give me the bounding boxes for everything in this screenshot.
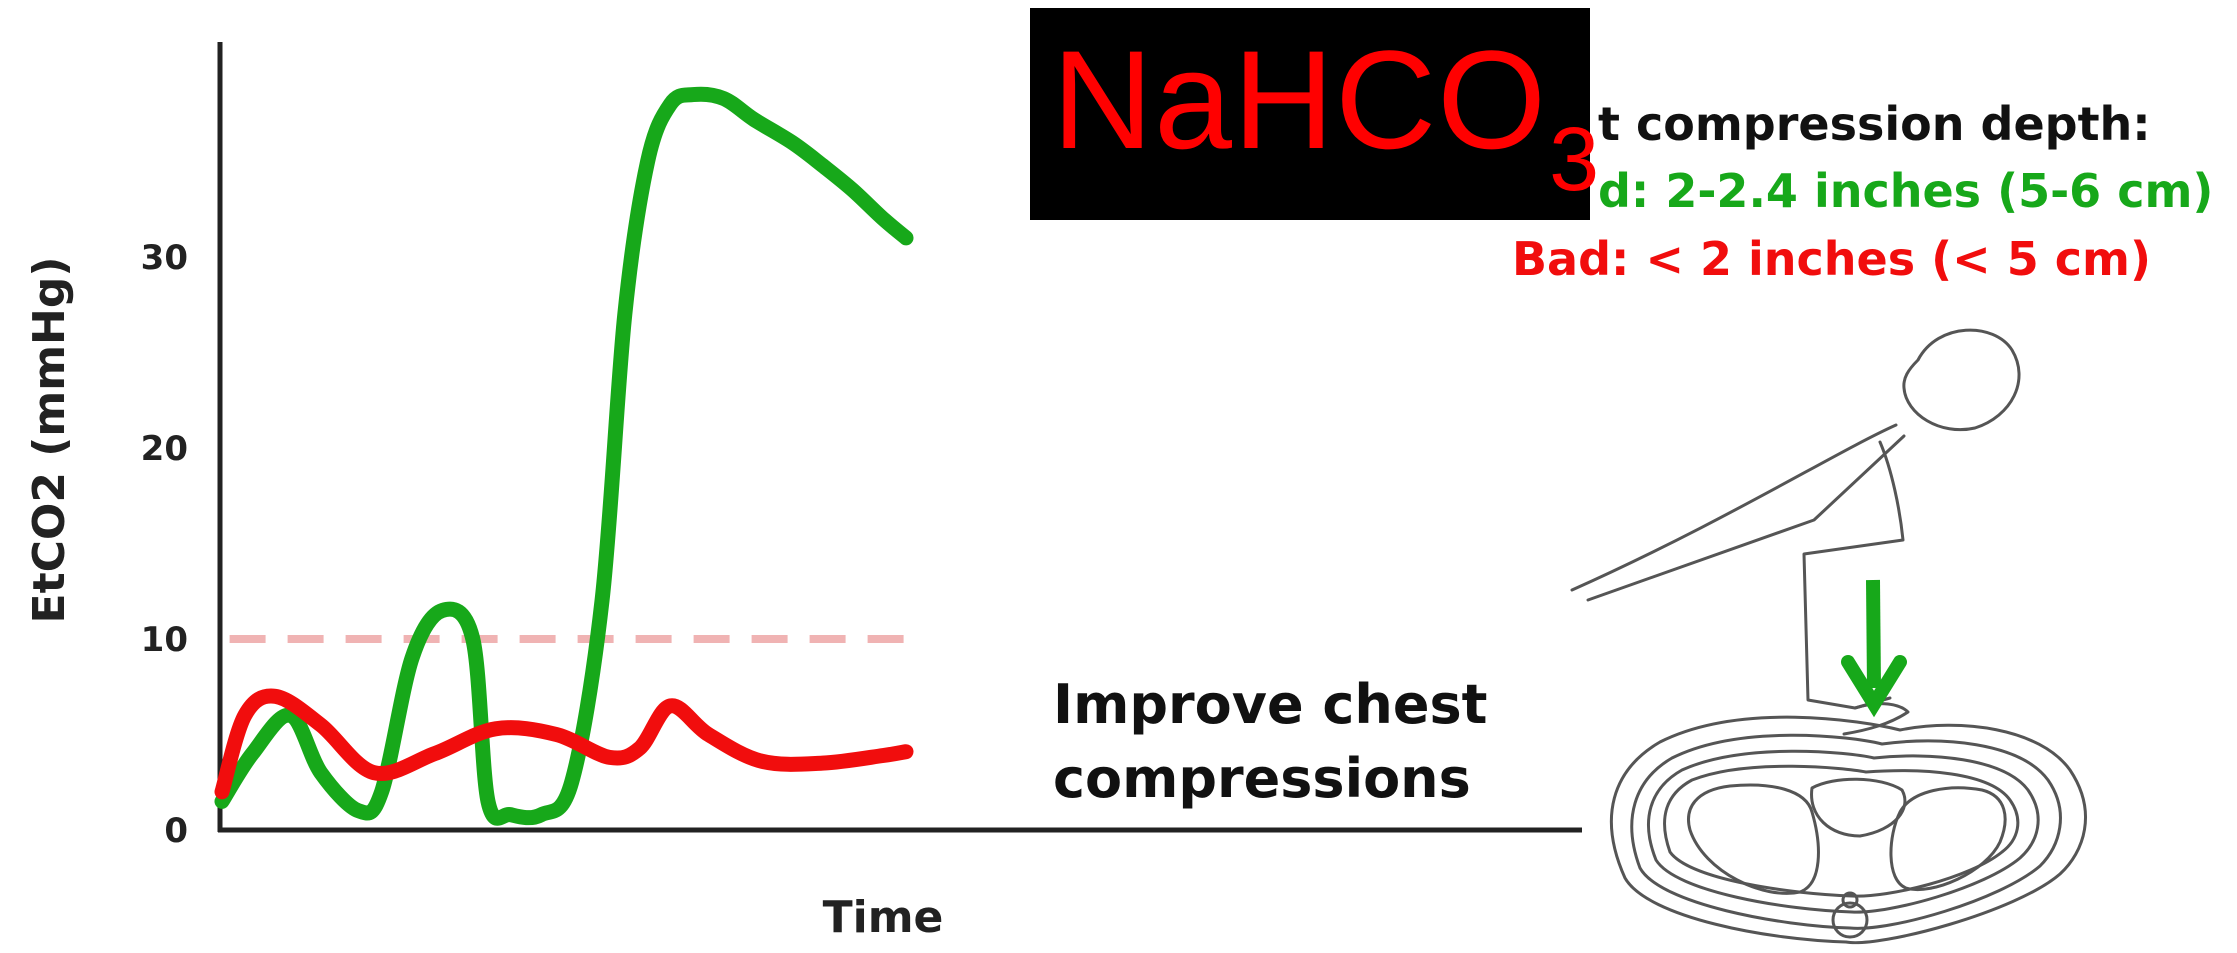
- compression-heading: t compression depth:: [1598, 97, 2151, 151]
- rescuer-back-icon: [1802, 440, 1905, 710]
- rescuer-arm-icon: [1586, 434, 1906, 602]
- rescuer-head-icon: [1902, 328, 2021, 432]
- chest-rib-ring-2-icon: [1647, 749, 2040, 914]
- spine-icon: [1831, 901, 1869, 939]
- series-line-good: [214, 86, 914, 826]
- annotation-line-1: Improve chest: [1053, 673, 1487, 736]
- series-line-bad: [214, 688, 914, 800]
- compression-arrow-icon: [1841, 579, 1907, 718]
- y-tick-labels: 0 10 20 30: [141, 238, 188, 851]
- chest-rib-ring-3-icon: [1663, 764, 2020, 898]
- series-layer: [214, 86, 914, 826]
- x-axis-label: Time: [823, 892, 944, 943]
- nahco3-label-box: NaHCO3: [1030, 8, 1599, 220]
- nahco3-main-text: NaHCO: [1052, 21, 1548, 178]
- cpr-rescuer-chest-compression-icon: [1570, 328, 2087, 945]
- compression-bad-depth: Bad: < 2 inches (< 5 cm): [1512, 232, 2151, 286]
- y-tick-label-30: 30: [141, 238, 188, 278]
- y-tick-label-20: 20: [141, 429, 188, 469]
- heart-icon: [1810, 777, 1907, 838]
- nahco3-label: NaHCO3: [1052, 30, 1600, 206]
- arrow-head: [1841, 655, 1907, 718]
- rescuer-body-icon: [1570, 423, 1898, 592]
- annotation-line-2: compressions: [1053, 747, 1471, 810]
- y-axis-label: EtCO2 (mmHg): [24, 257, 75, 624]
- arrow-shaft: [1866, 579, 1881, 689]
- y-tick-label-0: 0: [164, 811, 188, 851]
- y-tick-label-10: 10: [141, 620, 188, 660]
- compression-good-depth: d: 2-2.4 inches (5-6 cm): [1598, 164, 2213, 218]
- left-lung-icon: [1687, 783, 1820, 895]
- nahco3-subscript: 3: [1549, 110, 1601, 210]
- spinal-canal-icon: [1841, 891, 1859, 909]
- right-lung-icon: [1889, 786, 2007, 891]
- chest-outer-icon: [1609, 715, 2087, 945]
